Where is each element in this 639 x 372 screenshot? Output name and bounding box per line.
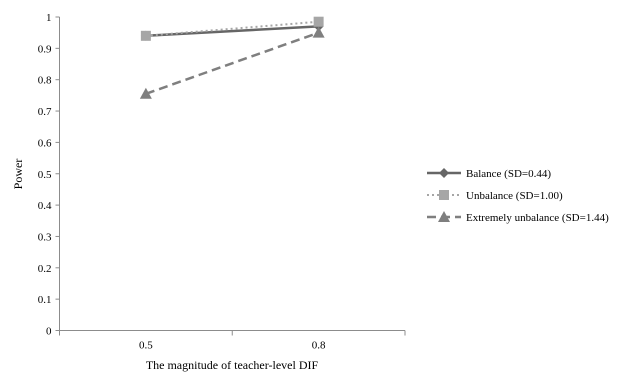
legend-label: Unbalance (SD=1.00): [466, 190, 563, 202]
data-point-marker: [312, 26, 325, 38]
y-tick-label: 0.6: [38, 137, 52, 149]
y-tick-label: 0.2: [38, 263, 52, 275]
data-point-marker: [313, 16, 324, 27]
plot-series: [139, 16, 325, 99]
legend-marker: [439, 190, 449, 200]
legend-item: Extremely unbalance (SD=1.44): [427, 211, 609, 224]
y-tick-label: 0.1: [38, 294, 52, 306]
series-line: [145, 31, 320, 95]
y-tick-label: 1: [46, 12, 52, 24]
series-line: [145, 20, 319, 37]
legend-label: Balance (SD=0.44): [466, 168, 551, 180]
series-3: [139, 26, 325, 99]
y-tick-label: 0: [46, 326, 52, 338]
y-tick-label: 0.5: [38, 169, 52, 181]
y-tick-label: 0.9: [38, 43, 52, 55]
legend: Balance (SD=0.44) Unbalance (SD=1.00) Extr…: [427, 168, 609, 224]
y-axis-title: Power: [11, 159, 25, 190]
legend-label: Extremely unbalance (SD=1.44): [466, 212, 609, 224]
x-ticks: 0.5 0.8: [59, 330, 406, 352]
x-tick-label: 0.5: [139, 340, 153, 352]
y-tick-label: 0.4: [38, 200, 52, 212]
series-line: [145, 25, 319, 38]
data-point-marker: [139, 87, 152, 99]
y-tick-label: 0.7: [38, 106, 52, 118]
legend-item: Balance (SD=0.44): [427, 168, 551, 180]
y-tick-label: 0.8: [38, 75, 52, 87]
data-point-marker: [140, 30, 151, 41]
series-2: [140, 16, 324, 41]
legend-item: Unbalance (SD=1.00): [427, 190, 563, 202]
y-tick-label: 0.3: [38, 231, 52, 243]
x-tick-label: 0.8: [312, 340, 326, 352]
legend-marker: [438, 211, 450, 222]
y-ticks: 0 0.1 0.2 0.3 0.4 0.5 0.6 0.7 0.8 0.9 1: [38, 12, 60, 338]
x-axis-title: The magnitude of teacher-level DIF: [146, 358, 319, 372]
legend-marker: [439, 168, 449, 178]
